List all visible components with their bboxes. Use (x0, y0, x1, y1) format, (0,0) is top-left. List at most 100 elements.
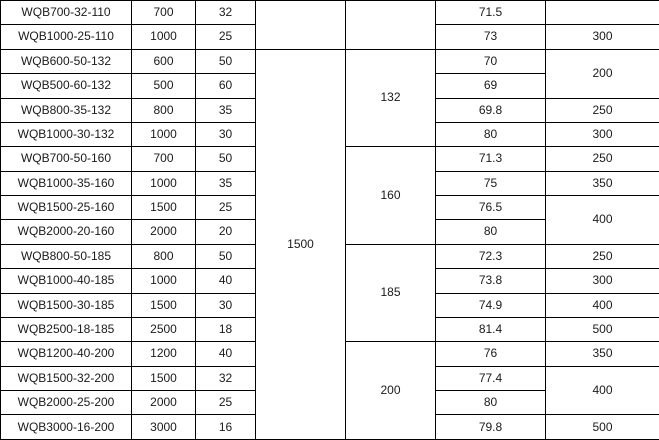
cell-flow: 1000 (131, 170, 196, 197)
cell-model: WQB800-50-185 (0, 243, 132, 270)
cell-power: 200 (345, 341, 436, 440)
cell-efficiency: 74.9 (435, 292, 546, 318)
cell-efficiency: 76.5 (435, 194, 546, 221)
cell-efficiency: 73 (435, 24, 546, 50)
cell-outlet: 200 (545, 48, 659, 99)
cell-head: 60 (195, 73, 256, 99)
cell-flow: 2000 (131, 219, 196, 245)
cell-head: 25 (195, 194, 256, 221)
cell-head: 32 (195, 0, 256, 26)
cell-model: WQB800-35-132 (0, 97, 132, 123)
cell-model: WQB700-32-110 (0, 0, 132, 26)
cell-speed (255, 0, 346, 50)
cell-outlet: 500 (545, 316, 659, 343)
cell-model: WQB1000-30-132 (0, 121, 132, 148)
cell-head: 16 (195, 414, 256, 440)
cell-model: WQB1500-32-200 (0, 365, 132, 392)
cell-efficiency: 80 (435, 219, 546, 245)
cell-efficiency: 77.4 (435, 365, 546, 392)
cell-model: WQB1000-40-185 (0, 268, 132, 294)
cell-model: WQB700-50-160 (0, 146, 132, 172)
table-row: WQB600-50-132 600 50 1500 132 70 200 (0, 48, 659, 440)
cell-power: 185 (345, 243, 436, 343)
cell-flow: 2000 (131, 389, 196, 416)
cell-flow: 1500 (131, 365, 196, 392)
table-row: WQB800-35-132 800 35 69.8 250 (0, 97, 659, 123)
cell-head: 50 (195, 146, 256, 172)
cell-head: 40 (195, 341, 256, 367)
cell-flow: 1000 (131, 24, 196, 50)
cell-model: WQB600-50-132 (0, 48, 132, 75)
cell-outlet: 400 (545, 292, 659, 318)
cell-efficiency: 79.8 (435, 414, 546, 440)
table-row: WQB1000-25-110 1000 25 73 300 (0, 24, 659, 50)
table-row: WQB1500-30-185 1500 30 74.9 400 (0, 292, 659, 318)
cell-head: 18 (195, 316, 256, 343)
cell-efficiency: 76 (435, 341, 546, 367)
cell-model: WQB1500-25-160 (0, 194, 132, 221)
cell-head: 40 (195, 268, 256, 294)
cell-head: 20 (195, 219, 256, 245)
cell-outlet: 350 (545, 341, 659, 367)
cell-outlet: 300 (545, 24, 659, 50)
cell-efficiency: 80 (435, 389, 546, 416)
cell-power: 132 (345, 48, 436, 148)
cell-outlet: 300 (545, 121, 659, 148)
cell-head: 32 (195, 365, 256, 392)
cell-head: 35 (195, 97, 256, 123)
table-row: WQB2000-25-200 2000 25 80 (0, 389, 659, 416)
cell-model: WQB1000-35-160 (0, 170, 132, 197)
cell-efficiency: 69 (435, 73, 546, 99)
cell-model: WQB2000-20-160 (0, 219, 132, 245)
cell-efficiency: 70 (435, 48, 546, 75)
table-row: WQB500-60-132 500 60 69 (0, 73, 659, 99)
cell-model: WQB2000-25-200 (0, 389, 132, 416)
cell-flow: 1000 (131, 268, 196, 294)
cell-efficiency: 72.3 (435, 243, 546, 270)
cell-head: 30 (195, 292, 256, 318)
cell-speed: 1500 (255, 48, 346, 440)
cell-flow: 700 (131, 0, 196, 26)
cell-outlet: 250 (545, 243, 659, 270)
cell-model: WQB1000-25-110 (0, 24, 132, 50)
cell-flow: 800 (131, 243, 196, 270)
cell-outlet: 350 (545, 170, 659, 197)
cell-efficiency: 71.5 (435, 0, 546, 26)
cell-head: 50 (195, 243, 256, 270)
table-row: WQB3000-16-200 3000 16 79.8 500 (0, 414, 659, 440)
table-row: WQB700-32-110 700 32 71.5 (0, 0, 659, 50)
cell-head: 25 (195, 24, 256, 50)
cell-flow: 1500 (131, 292, 196, 318)
cell-efficiency: 75 (435, 170, 546, 197)
cell-flow: 600 (131, 48, 196, 75)
table-row: WQB800-50-185 800 50 185 72.3 250 (0, 243, 659, 343)
cell-outlet: 250 (545, 146, 659, 172)
table-row: WQB700-50-160 700 50 160 71.3 250 (0, 146, 659, 245)
cell-flow: 3000 (131, 414, 196, 440)
cell-flow: 1000 (131, 121, 196, 148)
cell-head: 30 (195, 121, 256, 148)
cell-model: WQB3000-16-200 (0, 414, 132, 440)
cell-power: 160 (345, 146, 436, 245)
cell-head: 50 (195, 48, 256, 75)
cell-flow: 800 (131, 97, 196, 123)
cell-efficiency: 71.3 (435, 146, 546, 172)
cell-flow: 500 (131, 73, 196, 99)
cell-efficiency: 80 (435, 121, 546, 148)
cell-flow: 1500 (131, 194, 196, 221)
table-row: WQB1200-40-200 1200 40 200 76 350 (0, 341, 659, 440)
cell-outlet: 400 (545, 195, 659, 245)
cell-efficiency: 69.8 (435, 97, 546, 123)
cell-model: WQB2500-18-185 (0, 316, 132, 343)
cell-power (345, 0, 436, 50)
cell-outlet: 250 (545, 97, 659, 123)
cell-flow: 2500 (131, 316, 196, 343)
cell-outlet (545, 0, 659, 26)
cell-model: WQB500-60-132 (0, 73, 132, 99)
table-row: WQB1000-30-132 1000 30 80 300 (0, 121, 659, 148)
cell-outlet: 500 (545, 414, 659, 440)
cell-head: 25 (195, 389, 256, 416)
cell-efficiency: 73.8 (435, 268, 546, 294)
